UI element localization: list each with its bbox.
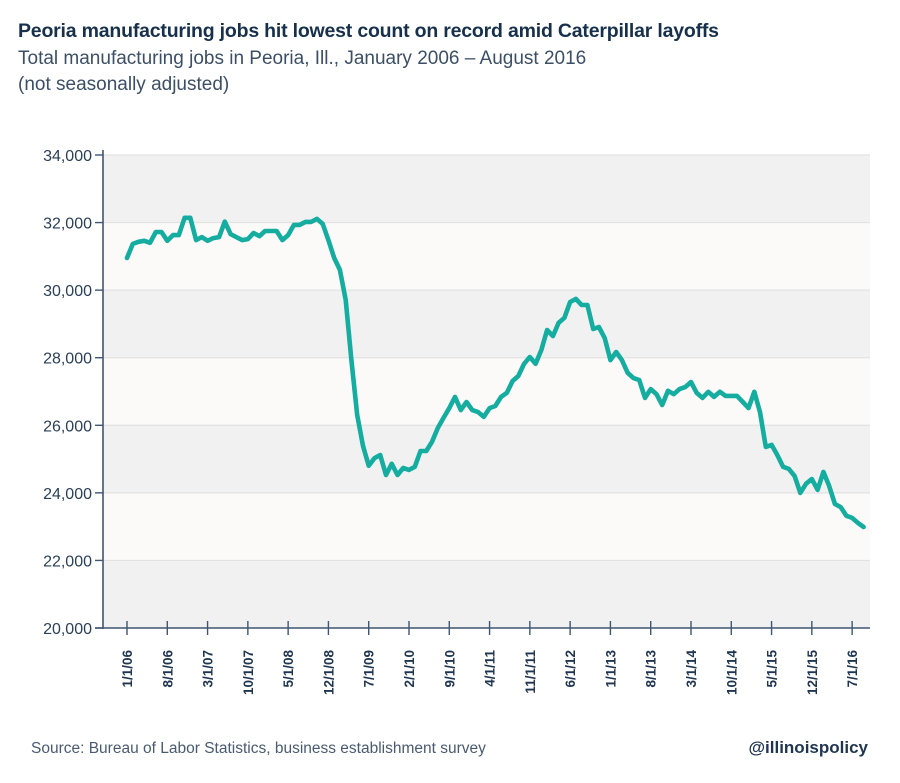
chart-subtitle: Total manufacturing jobs in Peoria, Ill.… — [18, 46, 586, 98]
x-tick-label: 10/1/14 — [724, 650, 739, 696]
subtitle-line-1: Total manufacturing jobs in Peoria, Ill.… — [18, 48, 587, 69]
y-tick-label: 28,000 — [43, 351, 92, 368]
x-tick-label: 1/1/13 — [603, 650, 618, 688]
x-tick-label: 3/1/07 — [201, 650, 216, 688]
y-tick-label: 34,000 — [43, 148, 92, 165]
y-tick-label: 20,000 — [43, 621, 92, 638]
y-tick-label: 22,000 — [43, 553, 92, 570]
subtitle-line-2: (not seasonally adjusted) — [18, 74, 230, 95]
brand-handle: @illinoispolicy — [748, 738, 868, 757]
background-band — [103, 290, 870, 358]
x-tick-label: 4/1/11 — [483, 650, 498, 687]
x-axis-ticks: 1/1/06 8/1/06 3/1/07 10/1/07 5/1/08 12/1/08 7/… — [120, 621, 860, 695]
background-band — [103, 155, 870, 223]
x-tick-label: 3/1/14 — [684, 650, 699, 688]
x-tick-label: 1/1/06 — [120, 650, 135, 688]
y-axis-ticks: 20,000 22,000 24,000 26,000 28,000 30,000 32,0… — [43, 148, 103, 638]
background-bands — [103, 155, 870, 628]
gridlines — [103, 154, 870, 562]
background-band — [103, 222, 870, 291]
x-tick-label: 9/1/10 — [442, 650, 457, 688]
background-band — [103, 560, 870, 628]
x-tick-label: 8/1/06 — [160, 650, 175, 688]
y-tick-label: 30,000 — [43, 283, 92, 300]
source-note: Source: Bureau of Labor Statistics, busi… — [31, 740, 486, 757]
series-line-manufacturing-jobs — [124, 215, 866, 530]
x-tick-label: 12/1/08 — [321, 650, 336, 696]
y-tick-label: 32,000 — [43, 216, 92, 233]
x-tick-label: 7/1/09 — [362, 650, 377, 688]
x-tick-label: 7/1/16 — [845, 650, 860, 688]
chart-title: Peoria manufacturing jobs hit lowest cou… — [18, 20, 719, 42]
y-tick-label: 26,000 — [43, 418, 92, 435]
x-tick-label: 5/1/15 — [765, 650, 780, 688]
background-band — [103, 425, 870, 493]
x-tick-label: 8/1/13 — [644, 650, 659, 688]
x-tick-label: 10/1/07 — [241, 650, 256, 695]
x-tick-label: 11/1/11 — [523, 650, 538, 694]
y-tick-label: 24,000 — [43, 486, 92, 503]
x-tick-label: 6/1/12 — [563, 650, 578, 688]
background-band — [103, 492, 870, 561]
x-tick-label: 2/1/10 — [402, 650, 417, 688]
x-tick-label: 12/1/15 — [805, 650, 820, 696]
x-tick-label: 5/1/08 — [281, 650, 296, 688]
